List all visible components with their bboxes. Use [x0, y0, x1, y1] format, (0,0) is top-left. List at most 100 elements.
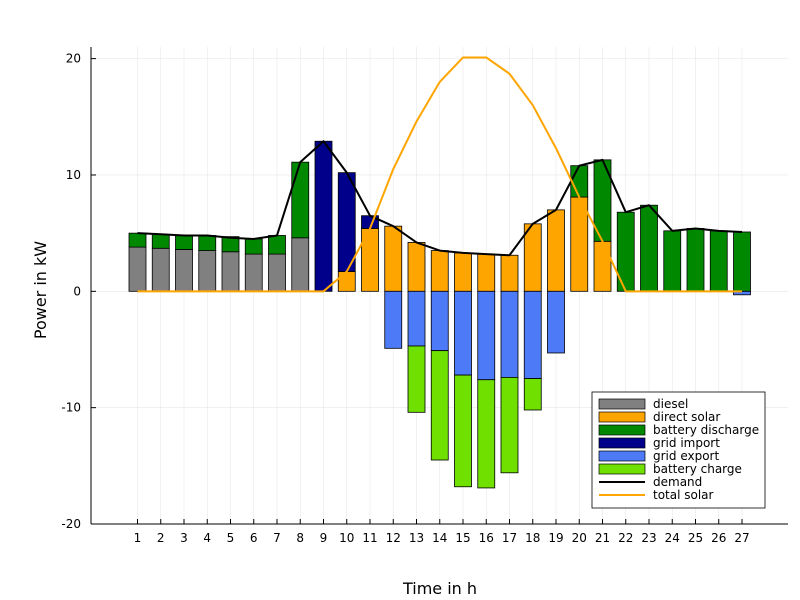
x-tick-label: 27 — [734, 531, 749, 545]
bar-direct-solar-17 — [500, 254, 519, 292]
legend-label: direct solar — [653, 410, 720, 424]
x-tick-label: 19 — [548, 531, 563, 545]
legend-swatch — [598, 437, 646, 449]
x-tick-label: 13 — [409, 531, 424, 545]
bar-direct-solar-14 — [430, 250, 449, 292]
bar-grid-export-15 — [454, 290, 472, 376]
x-tick-label: 22 — [618, 531, 633, 545]
bar-battery-discharge-8 — [291, 161, 310, 239]
bars — [128, 140, 751, 489]
legend-swatch — [598, 463, 646, 475]
legend-swatch — [598, 411, 646, 423]
bar-grid-export-13 — [407, 290, 426, 347]
x-axis-label: Time in h — [402, 579, 477, 598]
legend-swatch — [598, 398, 646, 410]
x-tick-label: 14 — [432, 531, 447, 545]
y-axis-label: Power in kW — [31, 241, 50, 339]
line-total-solar — [137, 56, 742, 293]
bar-diesel-3 — [175, 249, 193, 292]
legend-label: diesel — [653, 397, 688, 411]
legend-label: battery charge — [653, 462, 742, 476]
bar-grid-export-14 — [430, 290, 449, 352]
x-tick-label: 1 — [134, 531, 142, 545]
bar-direct-solar-13 — [407, 242, 426, 292]
legend-label: grid import — [653, 436, 720, 450]
x-tick-label: 21 — [595, 531, 610, 545]
bar-grid-export-17 — [500, 290, 519, 378]
bar-battery-discharge-23 — [640, 204, 658, 292]
x-tick-label: 10 — [339, 531, 354, 545]
y-tick-label: -20 — [61, 517, 81, 531]
bar-battery-discharge-20 — [570, 165, 589, 198]
x-tick-label: 7 — [273, 531, 281, 545]
legend-box — [591, 391, 766, 509]
x-tick-label: 23 — [641, 531, 656, 545]
x-tick-label: 18 — [525, 531, 540, 545]
bar-battery-charge-14 — [430, 350, 449, 461]
bar-battery-discharge-25 — [686, 228, 705, 292]
x-tick-label: 5 — [227, 531, 235, 545]
bar-diesel-4 — [198, 250, 217, 292]
bar-battery-charge-17 — [500, 377, 519, 474]
x-tick-label: 11 — [362, 531, 377, 545]
bar-direct-solar-16 — [477, 253, 496, 292]
bar-grid-export-18 — [523, 290, 542, 379]
bar-diesel-2 — [151, 247, 170, 292]
bar-grid-export-16 — [477, 290, 496, 381]
line-demand — [137, 140, 743, 257]
x-tick-label: 4 — [203, 531, 211, 545]
bar-direct-solar-15 — [454, 252, 472, 292]
x-tick-label: 15 — [455, 531, 470, 545]
bar-grid-export-19 — [547, 290, 565, 354]
legend-swatch — [598, 424, 646, 436]
bar-battery-discharge-5 — [221, 236, 240, 253]
bar-battery-charge-18 — [523, 378, 542, 411]
bar-direct-solar-20 — [570, 196, 589, 292]
bar-direct-solar-18 — [523, 223, 542, 292]
bar-battery-discharge-27 — [733, 231, 751, 292]
x-tick-label: 16 — [479, 531, 494, 545]
y-tick-label: 20 — [66, 52, 81, 66]
x-tick-label: 25 — [688, 531, 703, 545]
bar-battery-discharge-26 — [709, 230, 728, 292]
bar-battery-discharge-2 — [151, 233, 170, 249]
bar-grid-import-10 — [337, 172, 356, 272]
x-tick-label: 8 — [296, 531, 304, 545]
bar-battery-discharge-24 — [663, 230, 682, 292]
y-tick-label: 0 — [73, 284, 81, 298]
x-tick-label: 3 — [180, 531, 188, 545]
legend-label: demand — [653, 475, 702, 489]
bar-diesel-5 — [221, 251, 240, 292]
bar-direct-solar-21 — [593, 240, 612, 292]
x-tick-label: 26 — [711, 531, 726, 545]
bar-diesel-7 — [268, 253, 286, 292]
bar-battery-discharge-6 — [244, 238, 263, 255]
bar-battery-charge-13 — [407, 345, 426, 413]
x-tick-label: 20 — [572, 531, 587, 545]
x-tick-label: 6 — [250, 531, 258, 545]
bar-diesel-1 — [128, 246, 147, 292]
x-tick-label: 12 — [386, 531, 401, 545]
x-tick-label: 24 — [665, 531, 680, 545]
bar-diesel-8 — [291, 237, 310, 292]
bar-battery-charge-15 — [454, 374, 472, 488]
bar-battery-discharge-1 — [128, 232, 147, 248]
bar-grid-import-9 — [314, 140, 333, 292]
x-tick-label: 2 — [157, 531, 165, 545]
y-tick-label: -10 — [61, 401, 81, 415]
legend-label: battery discharge — [653, 423, 759, 437]
legend-label: grid export — [653, 449, 719, 463]
bar-battery-discharge-7 — [268, 235, 286, 255]
bar-battery-discharge-3 — [175, 235, 193, 250]
x-tick-label: 17 — [502, 531, 517, 545]
bar-diesel-6 — [244, 253, 263, 292]
legend-swatch — [598, 450, 646, 462]
bar-direct-solar-19 — [547, 209, 565, 292]
bar-direct-solar-12 — [384, 225, 403, 292]
bar-battery-charge-16 — [477, 379, 496, 489]
lines — [137, 56, 743, 293]
bar-battery-discharge-4 — [198, 235, 217, 251]
